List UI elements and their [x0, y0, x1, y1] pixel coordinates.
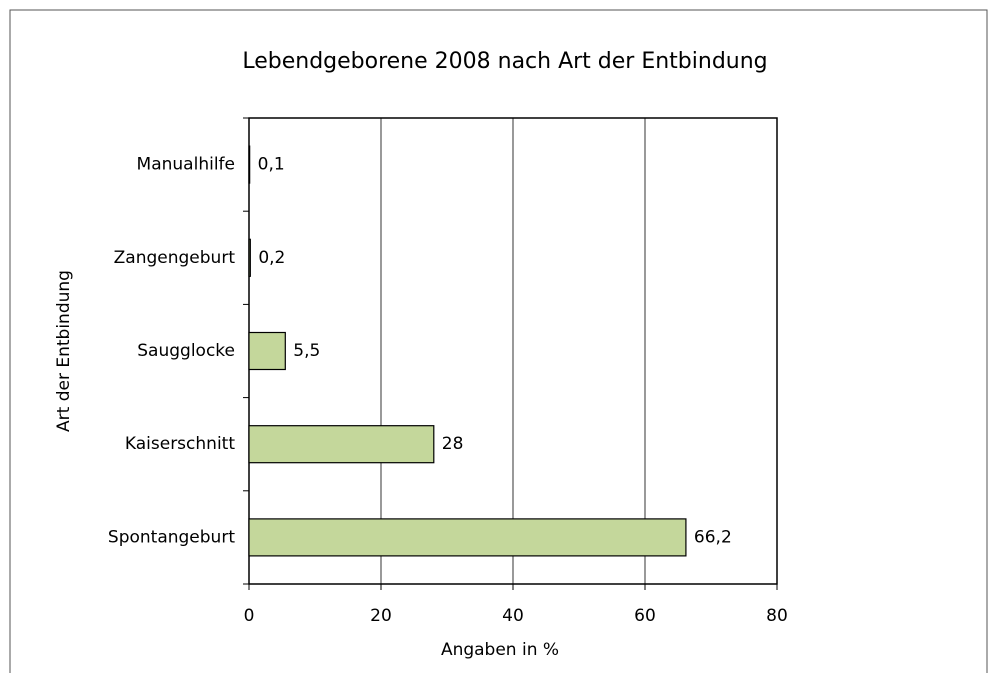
x-axis-label: Angaben in % — [441, 640, 559, 660]
value-label: 5,5 — [293, 341, 320, 361]
y-axis-label: Art der Entbindung — [54, 270, 74, 432]
x-tick-label: 80 — [766, 606, 788, 626]
x-tick-label: 0 — [244, 606, 255, 626]
chart-title: Lebendgeborene 2008 nach Art der Entbind… — [242, 49, 767, 74]
bar — [248, 145, 251, 184]
y-tick-label: Spontangeburt — [108, 527, 235, 547]
value-label: 0,1 — [258, 155, 285, 175]
y-tick-label: Kaiserschnitt — [125, 434, 235, 454]
value-label: 0,2 — [258, 248, 285, 268]
bar — [248, 238, 251, 277]
y-tick-label: Zangengeburt — [114, 248, 236, 268]
y-tick-label: Saugglocke — [137, 341, 235, 361]
bar — [248, 331, 286, 371]
bar — [248, 518, 687, 557]
frame — [9, 9, 988, 673]
value-label: 66,2 — [694, 527, 732, 547]
x-tick-label: 60 — [634, 606, 656, 626]
x-tick-label: 40 — [502, 606, 524, 626]
x-tick-label: 20 — [370, 606, 392, 626]
bar — [248, 425, 435, 464]
value-label: 28 — [442, 434, 464, 454]
y-tick-label: Manualhilfe — [137, 155, 235, 175]
